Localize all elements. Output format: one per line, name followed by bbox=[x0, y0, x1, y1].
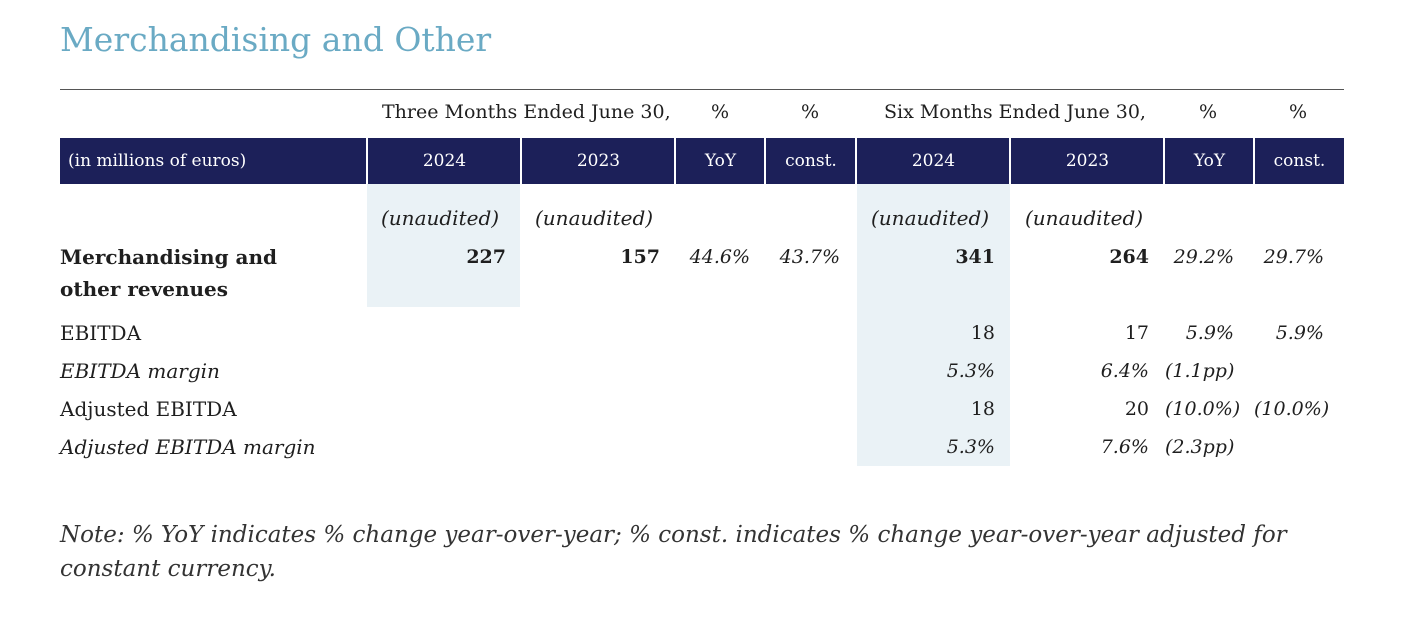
unaudited-label: (unaudited) bbox=[535, 206, 654, 230]
table-cell: 20 bbox=[1124, 398, 1149, 420]
col-header-6m-2024: 2024 bbox=[855, 138, 1010, 184]
table-cell: 43.7% bbox=[779, 246, 840, 268]
row-label: Adjusted EBITDA bbox=[60, 397, 237, 421]
table-cell: (10.0%) bbox=[1165, 398, 1241, 420]
table-cell: 227 bbox=[466, 246, 506, 268]
table-cell: 18 bbox=[970, 322, 995, 344]
col-header-3m-yoy: YoY bbox=[674, 138, 765, 184]
row-label: EBITDA bbox=[60, 321, 142, 345]
col-header-3m-2023: 2023 bbox=[520, 138, 675, 184]
row-label: Merchandising and bbox=[60, 245, 278, 269]
row-label: other revenues bbox=[60, 277, 229, 301]
table-cell: 264 bbox=[1109, 246, 1149, 268]
page-title: Merchandising and Other bbox=[60, 20, 492, 59]
unaudited-label: (unaudited) bbox=[381, 206, 500, 230]
pct-const-6-group-header: % bbox=[1288, 101, 1308, 123]
table-cell: 157 bbox=[620, 246, 660, 268]
table-cell: 17 bbox=[1124, 322, 1149, 344]
footnote: Note: % YoY indicates % change year-over… bbox=[60, 522, 1287, 582]
table-cell: 29.7% bbox=[1263, 246, 1324, 268]
unaudited-label: (unaudited) bbox=[871, 206, 990, 230]
unaudited-label: (unaudited) bbox=[1025, 206, 1144, 230]
six-months-group-header: Six Months Ended June 30, bbox=[884, 101, 1146, 123]
pct-const-group-header: % bbox=[800, 101, 820, 123]
col-header-6m-const: const. bbox=[1253, 138, 1344, 184]
unit-label: (in millions of euros) bbox=[68, 151, 247, 171]
highlight-column-six-months-2024 bbox=[857, 184, 1010, 466]
title-divider bbox=[60, 89, 1344, 90]
pct-yoy-6-group-header: % bbox=[1198, 101, 1218, 123]
col-header-3m-2024: 2024 bbox=[366, 138, 521, 184]
table-cell: 5.3% bbox=[946, 360, 995, 382]
row-label: EBITDA margin bbox=[60, 359, 220, 383]
table-cell: 341 bbox=[955, 246, 995, 268]
col-header-3m-const: const. bbox=[764, 138, 856, 184]
table-cell: (1.1pp) bbox=[1165, 360, 1235, 382]
col-header-6m-2023: 2023 bbox=[1009, 138, 1164, 184]
three-months-group-header: Three Months Ended June 30, bbox=[382, 101, 671, 123]
table-cell: 7.6% bbox=[1100, 436, 1149, 458]
table-cell: 5.3% bbox=[946, 436, 995, 458]
highlight-column-three-months-2024 bbox=[367, 184, 520, 307]
table-cell: (2.3pp) bbox=[1165, 436, 1235, 458]
table-cell: 6.4% bbox=[1100, 360, 1149, 382]
pct-yoy-group-header: % bbox=[710, 101, 730, 123]
table-cell: (10.0%) bbox=[1254, 398, 1330, 420]
column-header-band: (in millions of euros) 2024 2023 YoY con… bbox=[60, 138, 1344, 184]
row-label: Adjusted EBITDA margin bbox=[60, 435, 316, 459]
table-cell: 18 bbox=[970, 398, 995, 420]
table-cell: 5.9% bbox=[1185, 322, 1234, 344]
table-cell: 44.6% bbox=[689, 246, 750, 268]
col-header-6m-yoy: YoY bbox=[1163, 138, 1254, 184]
table-cell: 29.2% bbox=[1173, 246, 1234, 268]
table-cell: 5.9% bbox=[1275, 322, 1324, 344]
